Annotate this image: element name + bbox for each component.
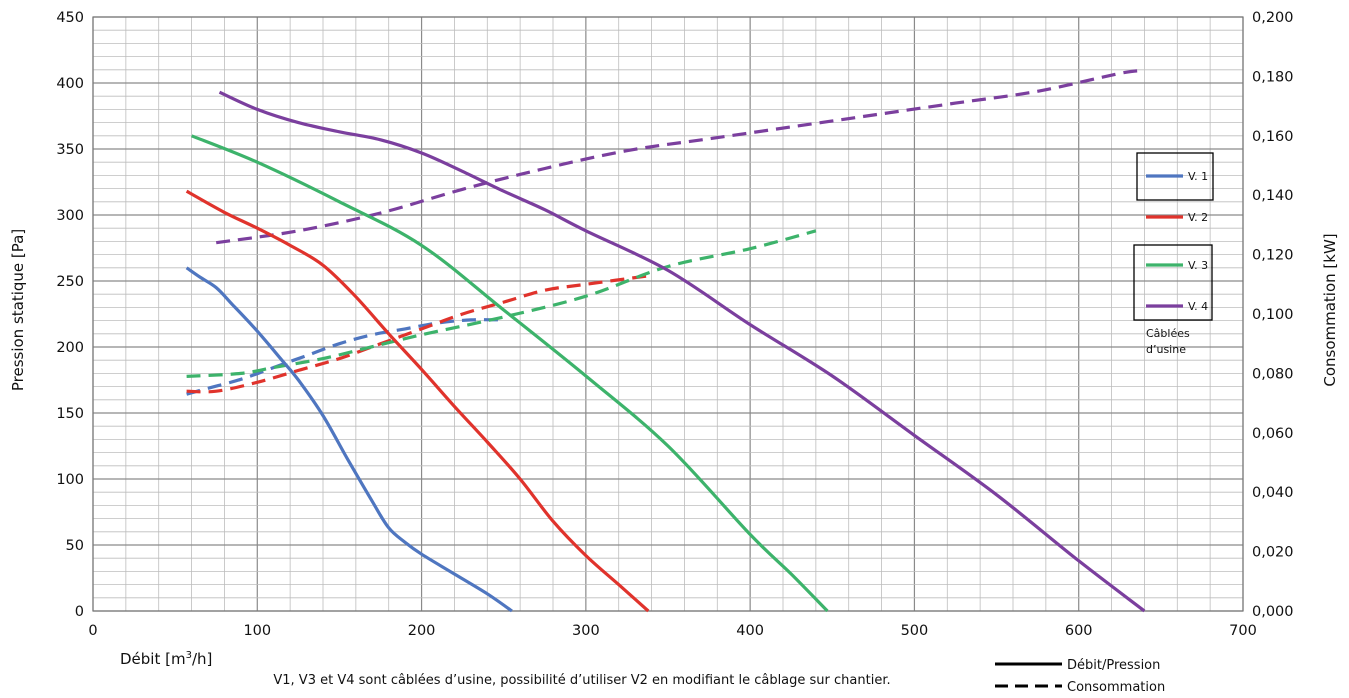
pressure-curve-v1 <box>185 266 513 613</box>
legend: Câblées d’usine V. 1 V. 2 V. 3 V. 4 <box>1133 152 1214 356</box>
x-tick-label: 400 <box>736 623 764 639</box>
y2-axis-title: Consommation [kW] <box>1321 233 1339 386</box>
y2-tick-label: 0,020 <box>1252 545 1294 561</box>
legend-note-line-1: Câblées <box>1146 327 1190 340</box>
x-tick-label: 700 <box>1229 623 1257 639</box>
y2-tick-label: 0,160 <box>1252 129 1294 145</box>
y2-tick-label: 0,040 <box>1252 485 1294 501</box>
x-axis-title-sup: 3 <box>186 650 192 661</box>
legend-label-v4: V. 4 <box>1188 300 1208 313</box>
footnote: V1, V3 et V4 sont câblées d’usine, possi… <box>273 673 890 688</box>
x-tick-label: 300 <box>572 623 600 639</box>
y2-tick-label: 0,180 <box>1252 69 1294 85</box>
y-tick-label: 200 <box>56 340 84 356</box>
legend-note: Câblées d’usine <box>1146 327 1190 356</box>
x-tick-label: 500 <box>901 623 929 639</box>
pressure-curve-v2 <box>185 189 650 613</box>
y2-tick-label: 0,080 <box>1252 366 1294 382</box>
legend-box-v1 <box>1136 152 1214 201</box>
y2-tick-label: 0,120 <box>1252 248 1294 264</box>
y-tick-label: 0 <box>75 604 84 620</box>
dashed-line-label: Consommation <box>1067 680 1165 695</box>
power-curve-v2 <box>186 273 652 394</box>
legend-label-v3: V. 3 <box>1188 259 1208 272</box>
power-curve-v3 <box>186 229 817 378</box>
x-axis-title-part: /h] <box>192 650 212 668</box>
line-style-legend: Débit/Pression Consommation <box>995 658 1165 695</box>
y-tick-label: 250 <box>56 274 84 290</box>
axis-ticks: 0 100 200 300 400 500 600 700 0 50 100 150 200 250 300… <box>56 10 1293 639</box>
pressure-curve-v3 <box>191 134 829 613</box>
plot-background <box>93 17 1243 611</box>
plot-frame <box>92 16 1244 612</box>
x-axis-title-part: Débit [m <box>120 650 186 668</box>
power-curve-v1 <box>186 318 504 396</box>
legend-label-v1: V. 1 <box>1188 170 1208 183</box>
y-tick-label: 300 <box>56 208 84 224</box>
legend-label-v2: V. 2 <box>1188 211 1208 224</box>
legend-box-v3-v4 <box>1133 244 1213 321</box>
y-tick-label: 450 <box>56 10 84 26</box>
power-curve-v4 <box>215 68 1145 245</box>
y-tick-label: 150 <box>56 406 84 422</box>
x-tick-label: 100 <box>243 623 271 639</box>
y-tick-label: 350 <box>56 142 84 158</box>
x-axis-title: Débit [m3/h] <box>120 650 212 668</box>
pressure-curve-v4 <box>218 90 1146 613</box>
data-curves <box>185 68 1146 613</box>
chart-grid <box>92 16 1244 612</box>
solid-line-label: Débit/Pression <box>1067 658 1160 673</box>
y-tick-label: 50 <box>66 538 84 554</box>
y2-tick-label: 0,140 <box>1252 188 1294 204</box>
y-tick-label: 400 <box>56 76 84 92</box>
x-tick-label: 600 <box>1065 623 1093 639</box>
legend-note-line-2: d’usine <box>1146 343 1186 356</box>
y-axis-title: Pression statique [Pa] <box>9 229 27 391</box>
y2-tick-label: 0,100 <box>1252 307 1294 323</box>
x-tick-label: 0 <box>88 623 97 639</box>
y2-tick-label: 0,000 <box>1252 604 1294 620</box>
y2-tick-label: 0,200 <box>1252 10 1294 26</box>
y2-tick-label: 0,060 <box>1252 426 1294 442</box>
y-tick-label: 100 <box>56 472 84 488</box>
x-tick-label: 200 <box>408 623 436 639</box>
